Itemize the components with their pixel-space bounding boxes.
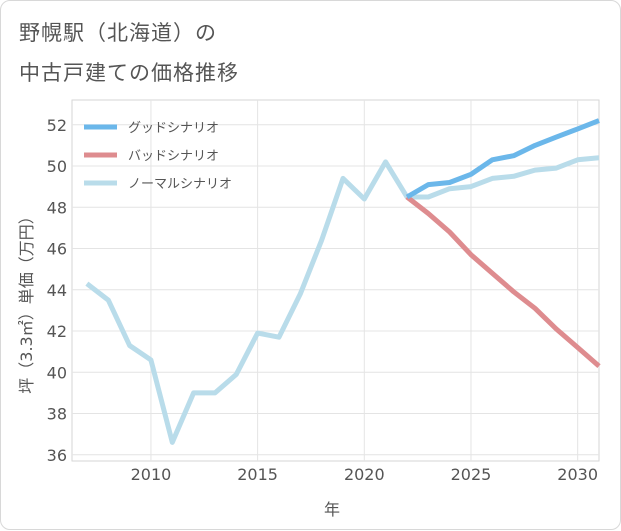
series-lines <box>85 118 601 445</box>
y-tick-label: 52 <box>47 116 67 135</box>
series-line-1 <box>405 118 600 200</box>
series-line-2 <box>405 195 601 368</box>
y-axis-label: 坪（3.3㎡）単価（万円） <box>17 208 36 393</box>
y-tick-label: 36 <box>47 446 67 465</box>
grid-lines <box>72 100 599 461</box>
x-tick-labels: 2010 2015 2020 2025 2030 <box>131 465 598 484</box>
series-line-3 <box>85 155 600 445</box>
y-tick-label: 40 <box>47 363 67 382</box>
x-tick-label: 2025 <box>451 465 492 484</box>
y-tick-label: 44 <box>47 281 67 300</box>
y-tick-label: 42 <box>47 322 67 341</box>
chart-title-line-2: 中古戸建ての価格推移 <box>19 61 239 85</box>
y-tick-label: 50 <box>47 157 67 176</box>
legend-label: バッドシナリオ <box>128 149 219 164</box>
y-tick-label: 38 <box>47 405 67 424</box>
y-tick-label: 48 <box>47 198 67 217</box>
legend-label: ノーマルシナリオ <box>128 177 232 192</box>
x-tick-label: 2010 <box>131 465 172 484</box>
x-axis-label: 年 <box>324 500 340 519</box>
x-tick-label: 2020 <box>344 465 385 484</box>
chart-title-line-1: 野幌駅（北海道）の <box>19 21 217 45</box>
x-tick-label: 2030 <box>557 465 598 484</box>
legend-label: グッドシナリオ <box>128 121 219 136</box>
y-tick-label: 46 <box>47 240 67 259</box>
x-tick-label: 2015 <box>237 465 278 484</box>
y-tick-labels: 36 38 40 42 44 46 48 50 52 <box>47 116 67 465</box>
